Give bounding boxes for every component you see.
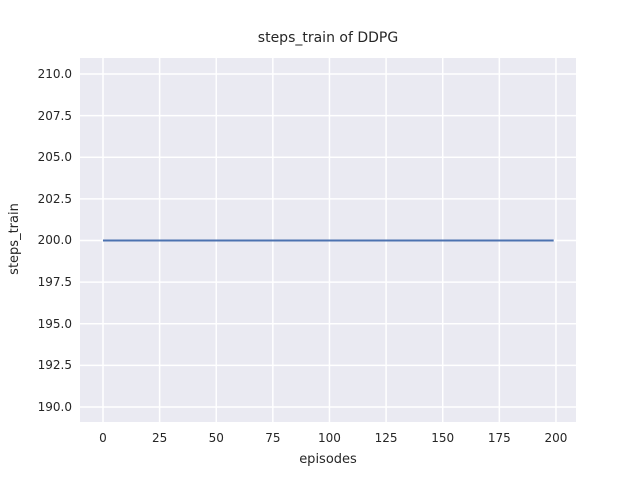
x-tick-label: 200 (544, 431, 568, 445)
y-tick-label: 190.0 (37, 400, 72, 414)
x-tick-label: 125 (374, 431, 398, 445)
chart-title: steps_train of DDPG (257, 30, 399, 46)
x-tick-label: 0 (99, 431, 107, 445)
x-tick-label: 50 (208, 431, 224, 445)
y-tick-label: 202.5 (37, 191, 72, 206)
y-tick-label: 210.0 (37, 66, 72, 81)
x-tick-label: 100 (318, 431, 341, 445)
x-tick-label: 175 (487, 431, 511, 445)
y-tick-label: 192.5 (37, 358, 72, 373)
y-tick-label: 205.0 (37, 150, 72, 165)
x-tick-label: 150 (431, 431, 455, 445)
y-tick-label: 207.5 (37, 108, 72, 123)
y-tick-label: 197.5 (37, 275, 72, 290)
x-tick-label: 75 (265, 431, 281, 445)
y-tick-label: 195.0 (37, 316, 72, 331)
y-tick-label: 200.0 (37, 233, 72, 248)
x-tick-label: 25 (151, 431, 168, 445)
x-axis-label: episodes (299, 452, 357, 467)
